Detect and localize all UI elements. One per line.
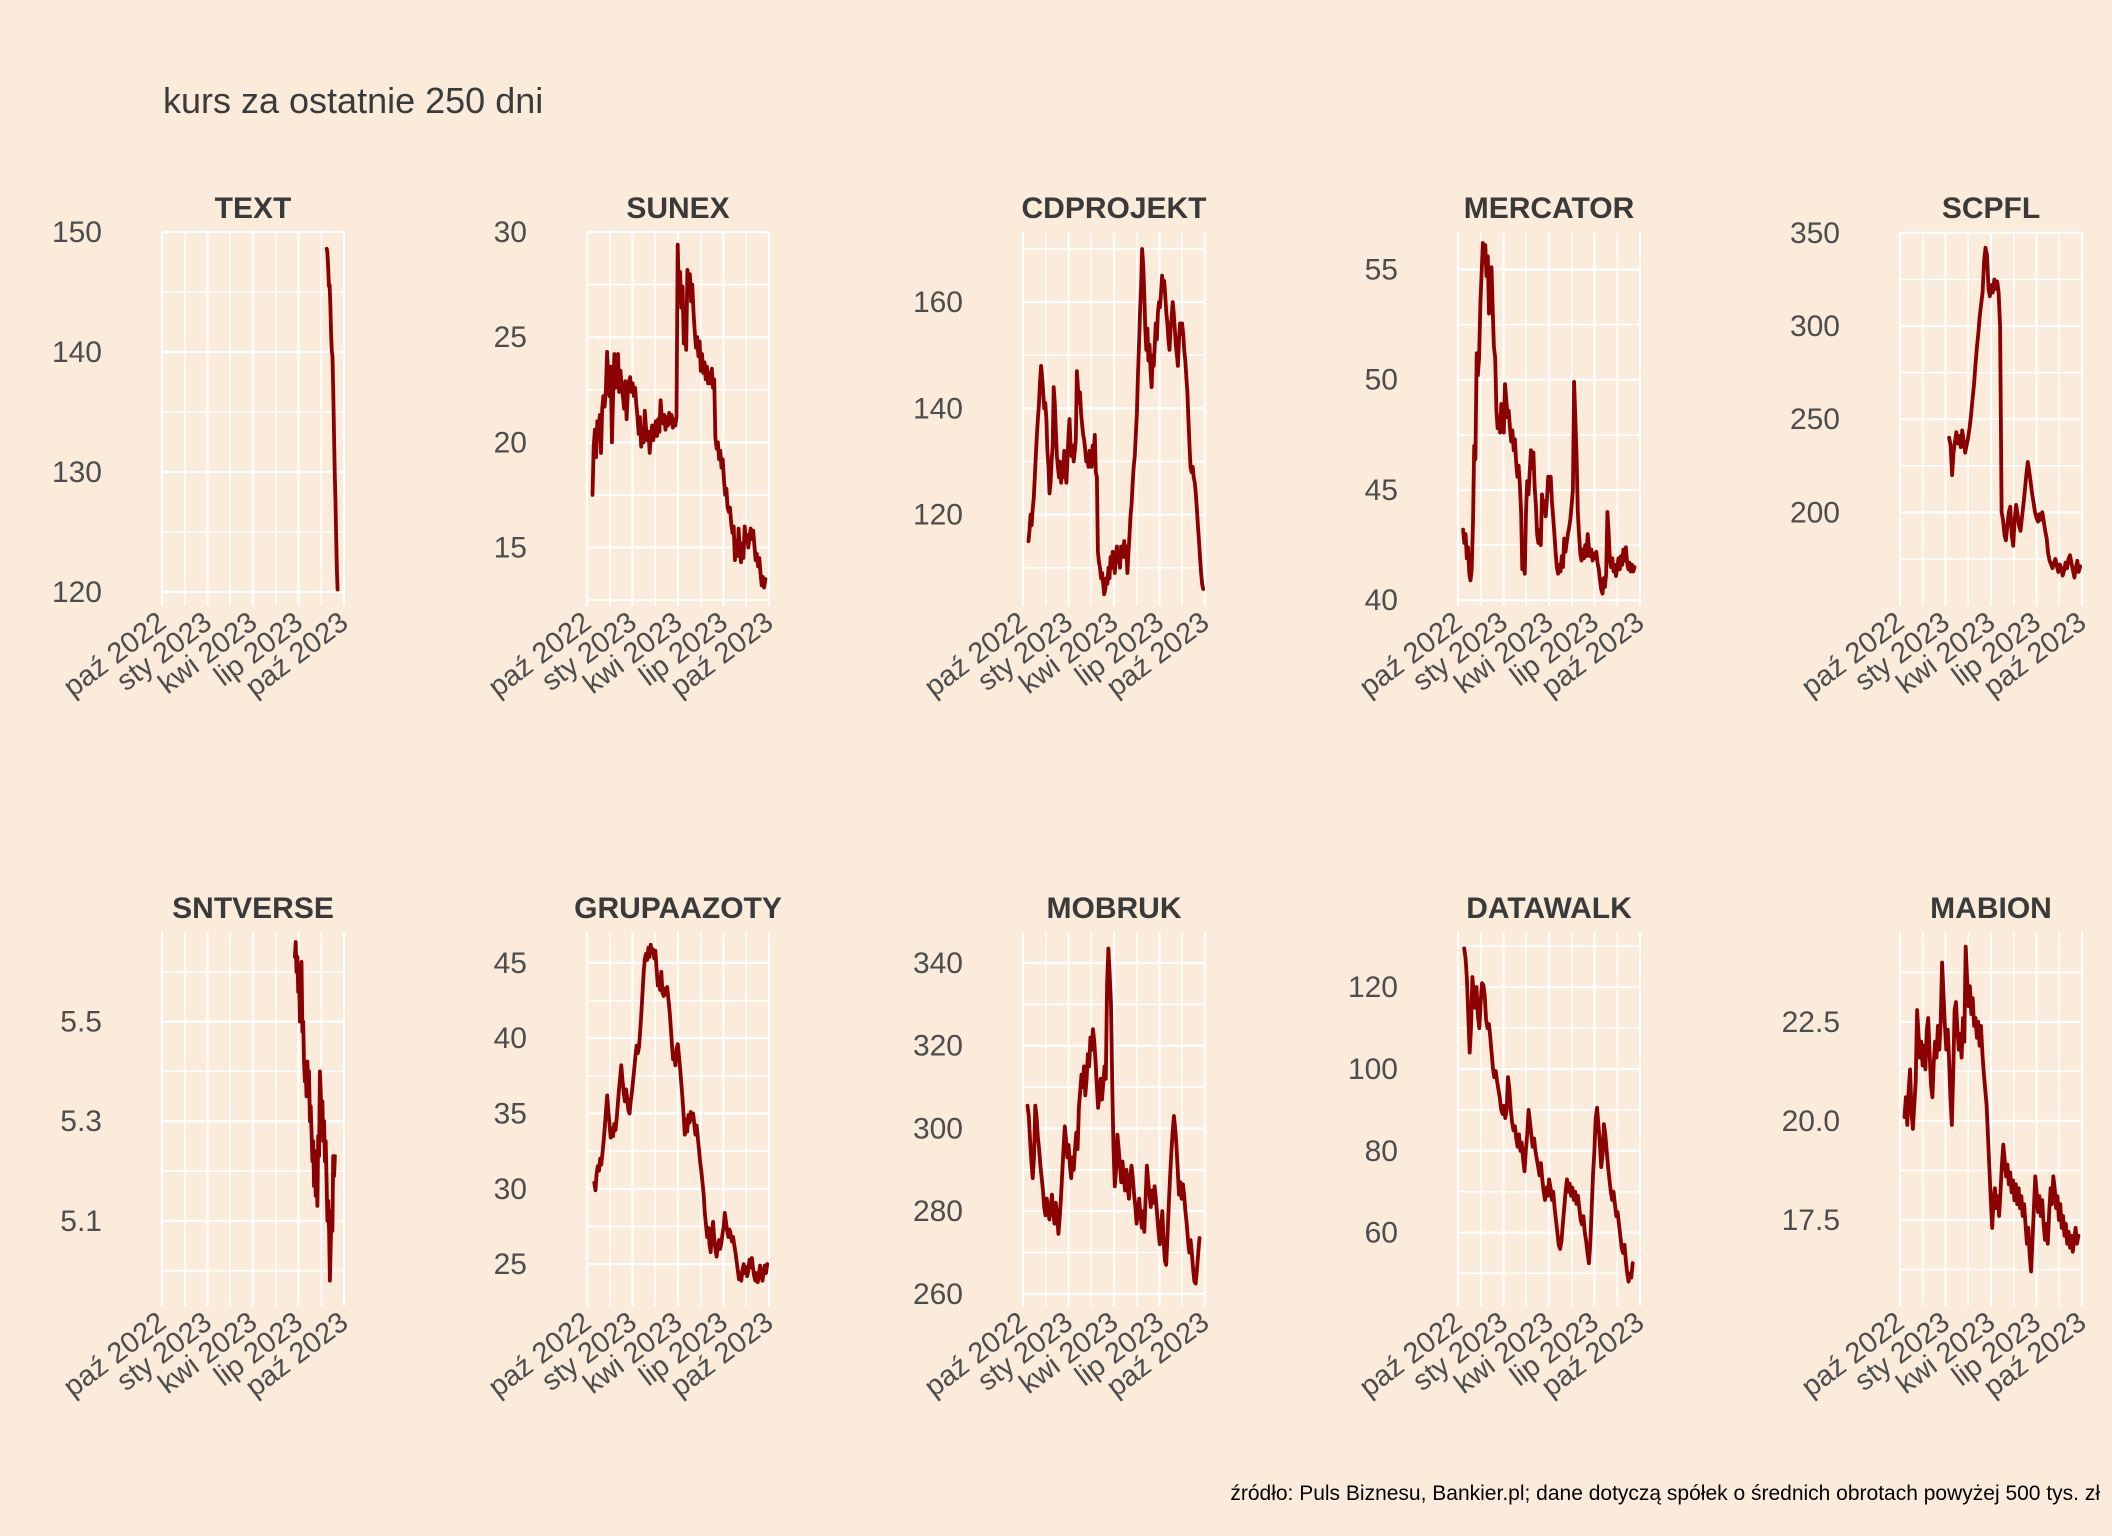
y-tick-label: 40 xyxy=(1365,584,1398,617)
price-line xyxy=(324,246,340,592)
price-line xyxy=(592,942,770,1285)
chart-title: MOBRUK xyxy=(1047,892,1182,925)
price-line xyxy=(1461,241,1637,596)
chart-title: SCPFL xyxy=(1942,192,2040,225)
y-tick-label: 120 xyxy=(913,499,963,532)
chart-title: TEXT xyxy=(215,192,292,225)
y-tick-label: 200 xyxy=(1790,496,1840,529)
y-tick-label: 45 xyxy=(494,947,527,980)
chart-title: MABION xyxy=(1930,892,2052,925)
y-tick-label: 160 xyxy=(913,286,963,319)
y-tick-label: 300 xyxy=(1790,310,1840,343)
y-tick-label: 140 xyxy=(913,392,963,425)
y-tick-label: 25 xyxy=(494,321,527,354)
y-tick-label: 5.3 xyxy=(60,1105,102,1138)
price-line xyxy=(292,940,337,1283)
chart-title: SUNEX xyxy=(626,192,729,225)
y-tick-label: 30 xyxy=(494,216,527,249)
price-line xyxy=(1462,946,1635,1284)
price-line xyxy=(1947,245,2083,580)
y-tick-label: 80 xyxy=(1365,1135,1398,1168)
source-note: źródło: Puls Biznesu, Bankier.pl; dane d… xyxy=(1230,1482,2100,1505)
chart-title: CDPROJEKT xyxy=(1021,192,1206,225)
y-tick-label: 120 xyxy=(1348,971,1398,1004)
y-tick-label: 60 xyxy=(1365,1217,1398,1250)
y-tick-label: 22.5 xyxy=(1782,1006,1840,1039)
price-line xyxy=(1025,946,1202,1286)
y-tick-label: 25 xyxy=(494,1248,527,1281)
y-tick-label: 30 xyxy=(494,1173,527,1206)
y-tick-label: 50 xyxy=(1365,364,1398,397)
y-tick-label: 35 xyxy=(494,1097,527,1130)
y-tick-label: 250 xyxy=(1790,403,1840,436)
y-tick-label: 150 xyxy=(52,216,102,249)
chart-title: DATAWALK xyxy=(1466,892,1632,925)
y-tick-label: 17.5 xyxy=(1782,1204,1840,1237)
y-tick-label: 20 xyxy=(494,426,527,459)
y-tick-label: 260 xyxy=(913,1278,963,1311)
y-tick-label: 45 xyxy=(1365,474,1398,507)
y-tick-label: 300 xyxy=(913,1112,963,1145)
y-tick-label: 130 xyxy=(52,456,102,489)
y-tick-label: 100 xyxy=(1348,1053,1398,1086)
y-tick-label: 320 xyxy=(913,1030,963,1063)
page-title: kurs za ostatnie 250 dni xyxy=(163,80,544,121)
y-tick-label: 280 xyxy=(913,1195,963,1228)
y-tick-label: 40 xyxy=(494,1022,527,1055)
y-tick-label: 140 xyxy=(52,336,102,369)
price-line xyxy=(1026,247,1206,597)
y-tick-label: 20.0 xyxy=(1782,1105,1840,1138)
y-tick-label: 5.1 xyxy=(60,1205,102,1238)
price-line xyxy=(590,242,768,590)
chart-title: GRUPAAZOTY xyxy=(574,892,782,925)
y-tick-label: 120 xyxy=(52,576,102,609)
y-tick-label: 55 xyxy=(1365,253,1398,286)
y-tick-label: 340 xyxy=(913,947,963,980)
y-tick-label: 5.5 xyxy=(60,1006,102,1039)
chart-title: SNTVERSE xyxy=(172,892,334,925)
y-tick-label: 15 xyxy=(494,532,527,565)
y-tick-label: 350 xyxy=(1790,217,1840,250)
chart-title: MERCATOR xyxy=(1464,192,1635,225)
price-line xyxy=(1902,944,2081,1274)
